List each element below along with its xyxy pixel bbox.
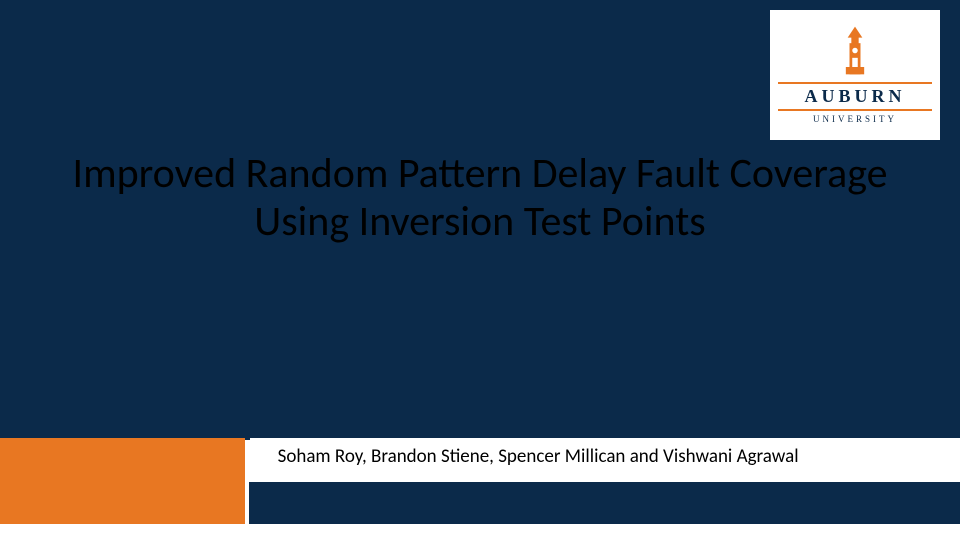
slide-title: Improved Random Pattern Delay Fault Cove…: [60, 150, 900, 247]
authors-text: Soham Roy, Brandon Stiene, Spencer Milli…: [278, 445, 799, 468]
title-line-1: Improved Random Pattern Delay Fault Cove…: [72, 148, 887, 199]
logo-name: AUBURN: [778, 82, 932, 111]
slide: AUBURN UNIVERSITY Improved Random Patter…: [0, 0, 960, 540]
title-block: Improved Random Pattern Delay Fault Cove…: [0, 150, 960, 247]
footer-navy-strip: [249, 482, 960, 524]
title-line-2: Using Inversion Test Points: [254, 196, 705, 247]
logo-subtitle: UNIVERSITY: [813, 114, 897, 124]
footer-orange-block: [0, 438, 245, 524]
university-logo: AUBURN UNIVERSITY: [770, 10, 940, 140]
tower-icon: [836, 23, 874, 78]
authors-bar: Soham Roy, Brandon Stiene, Spencer Milli…: [250, 438, 960, 474]
